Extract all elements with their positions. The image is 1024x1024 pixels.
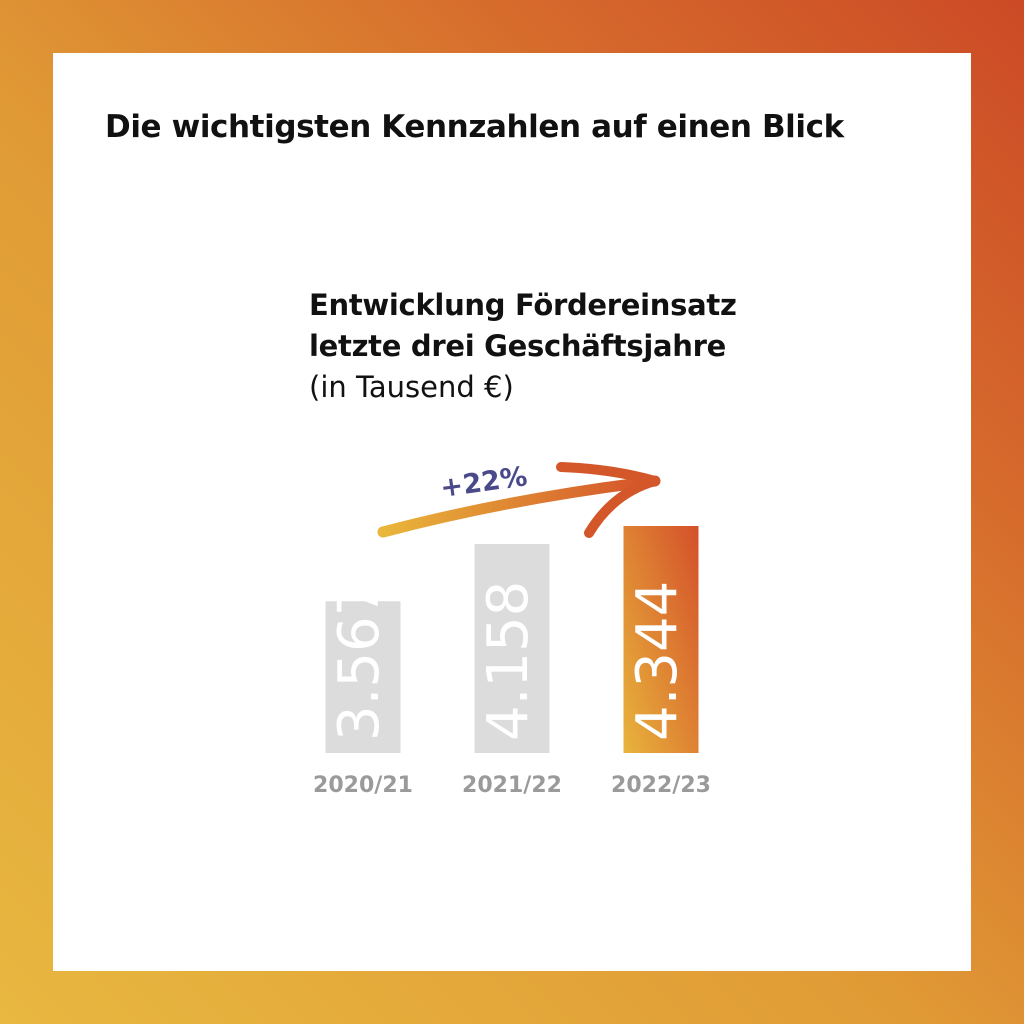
bar-value-label: 4.158 xyxy=(476,581,541,741)
bar-chart: +22% 3.5672020/214.1582021/224.3442022/2… xyxy=(313,461,711,798)
category-label: 2022/23 xyxy=(611,773,711,798)
category-label: 2020/21 xyxy=(313,773,413,798)
content-card: Die wichtigsten Kennzahlen auf einen Bli… xyxy=(53,53,971,971)
bar-2021/22 xyxy=(474,544,550,753)
chart-subtitle: letzte drei Geschäftsjahre xyxy=(309,329,726,363)
chart-title-block: Entwicklung Fördereinsatz letzte drei Ge… xyxy=(309,285,737,408)
bar-2022/23 xyxy=(623,526,699,753)
bar-value-label: 3.567 xyxy=(327,581,392,741)
chart-title: Entwicklung Fördereinsatz xyxy=(309,288,737,322)
bar-2020/21 xyxy=(325,601,401,753)
growth-arrow-icon xyxy=(377,462,661,538)
page-headline: Die wichtigsten Kennzahlen auf einen Bli… xyxy=(105,109,844,145)
category-label: 2021/22 xyxy=(462,773,562,798)
chart-unit: (in Tausend €) xyxy=(309,370,514,404)
bar-value-label: 4.344 xyxy=(625,581,690,741)
